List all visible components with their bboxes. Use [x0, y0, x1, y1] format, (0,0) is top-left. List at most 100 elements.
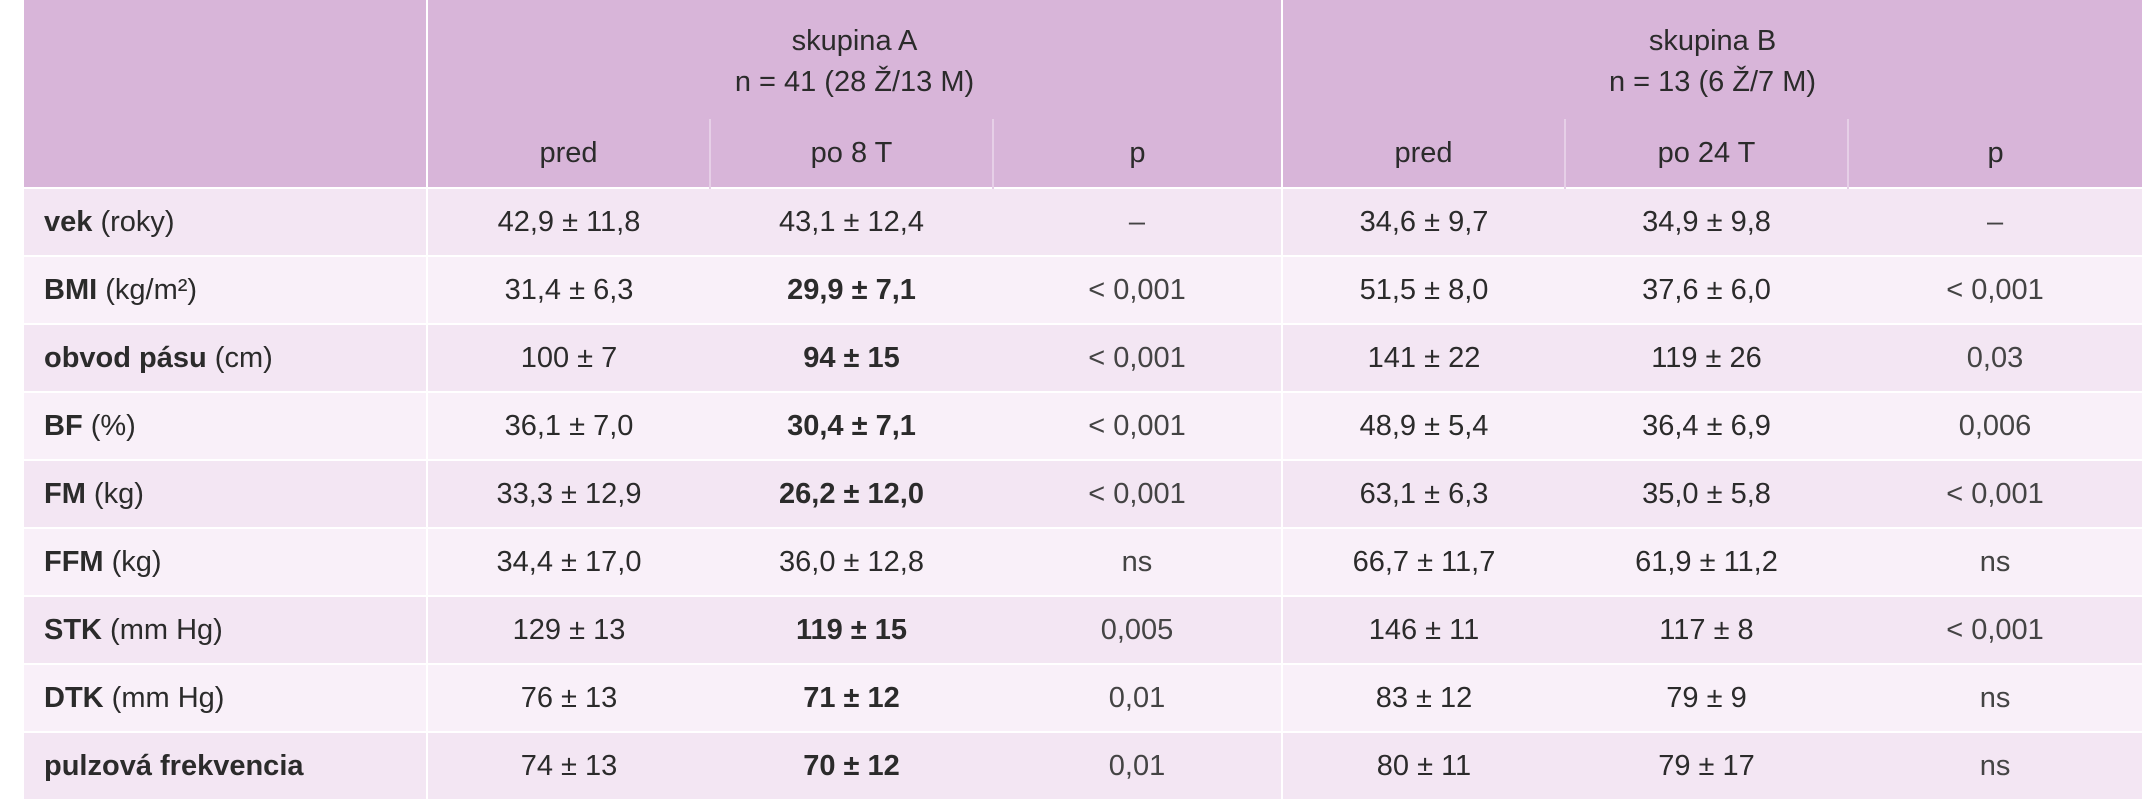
group-a-post-value: 30,4 ± 7,1	[710, 391, 993, 460]
group-b-pred-value: 80 ± 11	[1281, 731, 1565, 799]
row-label: BF	[44, 409, 83, 442]
row-label: STK	[44, 613, 102, 646]
table-row: BF (%) 36,1 ± 7,0 30,4 ± 7,1 < 0,001 48,9 ± …	[24, 391, 2143, 460]
group-a-p-value: < 0,001	[993, 323, 1282, 392]
sub-header-b-pred: pred	[1281, 119, 1565, 188]
group-a-p-value: < 0,001	[993, 391, 1282, 460]
group-b-post-value: 35,0 ± 5,8	[1565, 459, 1848, 528]
row-label: DTK	[44, 681, 104, 714]
group-a-p-value: 0,01	[993, 731, 1282, 799]
group-a-post-value: 29,9 ± 7,1	[710, 255, 993, 324]
group-b-post-value: 36,4 ± 6,9	[1565, 391, 1848, 460]
table-row: STK (mm Hg) 129 ± 13 119 ± 15 0,005 146 ± 11…	[24, 595, 2143, 664]
row-label-cell: BMI (kg/m²)	[24, 255, 427, 324]
group-a-pred-value: 76 ± 13	[426, 663, 710, 732]
group-b-post-value: 79 ± 17	[1565, 731, 1848, 799]
group-a-pred-value: 31,4 ± 6,3	[426, 255, 710, 324]
row-unit: (kg/m²)	[97, 273, 198, 306]
group-header-row: skupina A n = 41 (28 Ž/13 M) skupina B n…	[24, 0, 2143, 188]
group-a-pred-value: 42,9 ± 11,8	[426, 187, 710, 256]
group-b-p-value: 0,006	[1848, 391, 2143, 460]
row-unit: (kg)	[85, 477, 144, 510]
row-unit: (kg)	[103, 545, 162, 578]
group-b-title: skupina B	[1648, 25, 1777, 57]
row-label: FM	[44, 477, 86, 510]
group-a-post-value: 36,0 ± 12,8	[710, 527, 993, 596]
group-b-post-value: 61,9 ± 11,2	[1565, 527, 1848, 596]
table-body: vek (roky) 42,9 ± 11,8 43,1 ± 12,4–34,6 ± …	[24, 187, 2143, 799]
group-b-post-value: 117 ± 8	[1565, 595, 1848, 664]
results-table-container: skupina A n = 41 (28 Ž/13 M) skupina B n…	[24, 0, 2143, 799]
group-b-p-value: ns	[1848, 663, 2143, 732]
row-label-cell: BF (%)	[24, 391, 427, 460]
group-a-pred-value: 34,4 ± 17,0	[426, 527, 710, 596]
row-label-cell: FFM (kg)	[24, 527, 427, 596]
group-a-header: skupina A n = 41 (28 Ž/13 M)	[426, 0, 1282, 119]
group-b-post-value: 34,9 ± 9,8	[1565, 187, 1848, 256]
group-b-p-value: < 0,001	[1848, 255, 2143, 324]
group-a-post-value: 43,1 ± 12,4	[710, 187, 993, 256]
group-a-pred-value: 100 ± 7	[426, 323, 710, 392]
group-b-p-value: ns	[1848, 527, 2143, 596]
sub-header-b-p: p	[1846, 119, 2143, 188]
table-row: FFM (kg) 34,4 ± 17,0 36,0 ± 12,8 ns 66,7 ± 1…	[24, 527, 2143, 596]
table-row: obvod pásu (cm) 100 ± 7 94 ± 15 < 0,001 141 …	[24, 323, 2143, 392]
group-b-pred-value: 66,7 ± 11,7	[1281, 527, 1565, 596]
group-b-p-value: –	[1848, 187, 2143, 256]
sub-header-row: pred po 8 T p pred po 24 T p	[24, 119, 2143, 188]
row-label: BMI	[44, 273, 98, 306]
row-label-cell: obvod pásu (cm)	[24, 323, 427, 392]
group-a-p-value: < 0,001	[993, 459, 1282, 528]
group-b-pred-value: 34,6 ± 9,7	[1281, 187, 1565, 256]
row-label-cell: STK (mm Hg)	[24, 595, 427, 664]
row-label: obvod pásu	[44, 341, 207, 374]
group-a-post-value: 119 ± 15	[710, 595, 993, 664]
table-row: pulzová frekvencia 74 ± 13 70 ± 12 0,01 80 ±…	[24, 731, 2143, 799]
group-b-pred-value: 51,5 ± 8,0	[1281, 255, 1565, 324]
results-table: skupina A n = 41 (28 Ž/13 M) skupina B n…	[24, 0, 2143, 799]
row-label: FFM	[44, 545, 104, 578]
group-a-pred-value: 74 ± 13	[426, 731, 710, 799]
group-b-post-value: 37,6 ± 6,0	[1565, 255, 1848, 324]
group-b-pred-value: 146 ± 11	[1281, 595, 1565, 664]
group-b-p-value: < 0,001	[1848, 459, 2143, 528]
row-unit: (mm Hg)	[103, 681, 225, 714]
group-a-pred-value: 129 ± 13	[426, 595, 710, 664]
group-a-p-value: –	[993, 187, 1282, 256]
corner-cell	[24, 0, 427, 188]
group-b-p-value: ns	[1848, 731, 2143, 799]
group-a-post-value: 71 ± 12	[710, 663, 993, 732]
group-a-p-value: ns	[993, 527, 1282, 596]
group-a-pred-value: 33,3 ± 12,9	[426, 459, 710, 528]
group-a-post-value: 94 ± 15	[710, 323, 993, 392]
group-a-post-value: 70 ± 12	[710, 731, 993, 799]
row-unit: (roky)	[92, 205, 175, 238]
table-row: DTK (mm Hg) 76 ± 13 71 ± 12 0,01 83 ± 12 79 ±…	[24, 663, 2143, 732]
table-header: skupina A n = 41 (28 Ž/13 M) skupina B n…	[24, 0, 2143, 188]
sub-header-a-p: p	[992, 119, 1282, 188]
group-b-header: skupina B n = 13 (6 Ž/7 M)	[1280, 0, 2143, 119]
group-b-p-value: 0,03	[1848, 323, 2143, 392]
row-label: vek	[44, 205, 93, 238]
group-a-p-value: 0,01	[993, 663, 1282, 732]
group-b-pred-value: 48,9 ± 5,4	[1281, 391, 1565, 460]
row-label: pulzová frekvencia	[44, 749, 304, 782]
group-a-post-value: 26,2 ± 12,0	[710, 459, 993, 528]
group-a-title: skupina A	[791, 25, 918, 57]
table-row: BMI (kg/m²) 31,4 ± 6,3 29,9 ± 7,1 < 0,001 51…	[24, 255, 2143, 324]
group-a-p-value: < 0,001	[993, 255, 1282, 324]
sub-header-a-po: po 8 T	[709, 119, 993, 188]
row-label-cell: pulzová frekvencia	[24, 731, 427, 799]
group-a-p-value: 0,005	[993, 595, 1282, 664]
table-row: vek (roky) 42,9 ± 11,8 43,1 ± 12,4–34,6 ± …	[24, 187, 2143, 256]
row-unit: (cm)	[206, 341, 273, 374]
sub-header-b-po: po 24 T	[1564, 119, 1848, 188]
row-label-cell: DTK (mm Hg)	[24, 663, 427, 732]
group-a-pred-value: 36,1 ± 7,0	[426, 391, 710, 460]
group-b-post-value: 119 ± 26	[1565, 323, 1848, 392]
group-b-count: n = 13 (6 Ž/7 M)	[1608, 66, 1817, 98]
group-b-pred-value: 83 ± 12	[1281, 663, 1565, 732]
table-row: FM (kg) 33,3 ± 12,9 26,2 ± 12,0 < 0,001 63,1…	[24, 459, 2143, 528]
row-unit: (mm Hg)	[102, 613, 223, 646]
group-b-post-value: 79 ± 9	[1565, 663, 1848, 732]
